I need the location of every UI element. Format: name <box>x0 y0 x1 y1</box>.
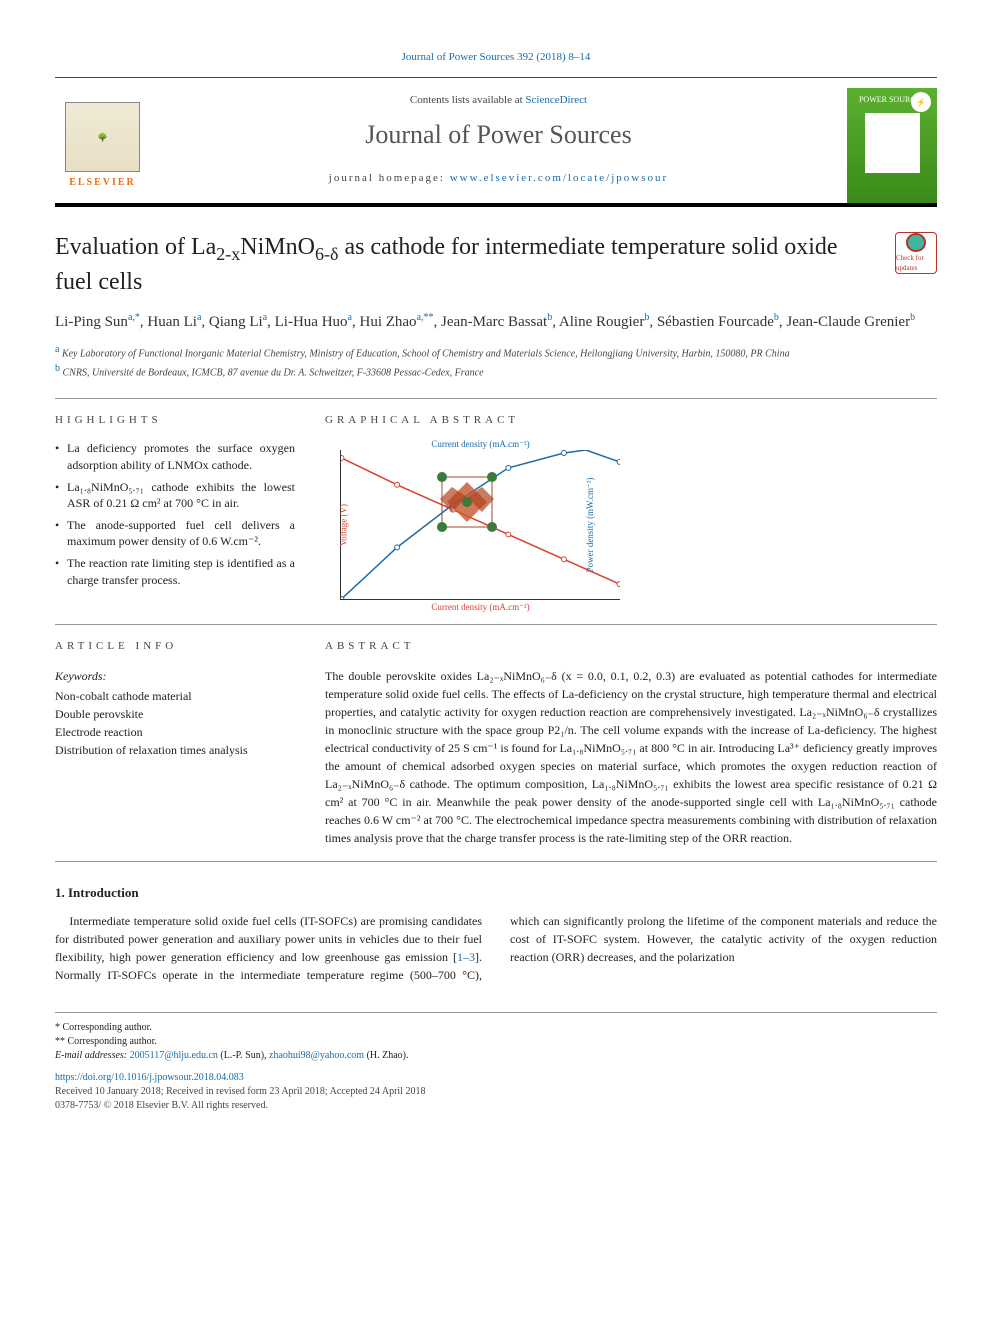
graphical-abstract-figure: Current density (mA.cm⁻²) Current densit… <box>325 440 635 610</box>
highlight-item: La deficiency promotes the surface oxyge… <box>55 440 295 472</box>
author-aff: b <box>774 312 779 323</box>
chart: Current density (mA.cm⁻²) Current densit… <box>340 450 620 600</box>
author: Li-Ping Suna,* <box>55 314 140 330</box>
divider <box>55 861 937 862</box>
journal-name: Journal of Power Sources <box>150 117 847 153</box>
email-link-2[interactable]: zhaohui98@yahoo.com <box>269 1050 364 1061</box>
highlight-item: The reaction rate limiting step is ident… <box>55 555 295 587</box>
chart-top-axis-label: Current density (mA.cm⁻²) <box>431 438 529 451</box>
check-updates-badge[interactable]: Check for updates <box>895 232 937 274</box>
keyword: Distribution of relaxation times analysi… <box>55 741 295 759</box>
author: Huan Lia <box>147 314 201 330</box>
intro-para2-pre: efficiency and low greenhouse gas emissi… <box>227 950 457 964</box>
copyright: 0378-7753/ © 2018 Elsevier B.V. All righ… <box>55 1099 937 1113</box>
chart-bottom-axis-label: Current density (mA.cm⁻²) <box>431 601 529 614</box>
affiliation-a: Key Laboratory of Functional Inorganic M… <box>62 349 790 360</box>
keywords-label: Keywords: <box>55 667 295 685</box>
contents-line: Contents lists available at ScienceDirec… <box>150 93 847 108</box>
email-link-1[interactable]: 2005117@hlju.edu.cn <box>130 1050 218 1061</box>
keywords-block: Keywords: Non-cobalt cathode materialDou… <box>55 667 295 759</box>
divider <box>55 624 937 625</box>
abstract-label: ABSTRACT <box>325 639 937 654</box>
crystal-structure-icon <box>432 467 502 537</box>
email-name-2: (H. Zhao). <box>364 1050 408 1061</box>
highlight-item: The anode-supported fuel cell delivers a… <box>55 517 295 549</box>
aff-marker-b: b <box>55 363 60 374</box>
author: Aline Rougierb <box>559 314 649 330</box>
author: Qiang Lia <box>209 314 267 330</box>
author: Li-Hua Huoa <box>275 314 352 330</box>
doi-link[interactable]: https://doi.org/10.1016/j.jpowsour.2018.… <box>55 1071 937 1085</box>
abstract-text: The double perovskite oxides La₂₋ₓNiMnO₆… <box>325 667 937 847</box>
author-aff: b <box>644 312 649 323</box>
author: Sébastien Fourcadeb <box>657 314 779 330</box>
sciencedirect-link[interactable]: ScienceDirect <box>525 94 587 106</box>
title-sub2: 6-δ <box>315 244 338 264</box>
homepage-line: journal homepage: www.elsevier.com/locat… <box>150 171 847 186</box>
title-sub1: 2-x <box>216 244 240 264</box>
author-aff: a,** <box>417 312 434 323</box>
highlight-item: La₁.₈NiMnO₅.₇₁ cathode exhibits the lowe… <box>55 479 295 511</box>
citation-header: Journal of Power Sources 392 (2018) 8–14 <box>55 50 937 65</box>
author-aff: a <box>197 312 201 323</box>
elsevier-tree-icon: 🌳 <box>65 102 140 172</box>
title-pre: Evaluation of La <box>55 234 216 260</box>
footer: * Corresponding author. ** Corresponding… <box>55 1012 937 1113</box>
cover-badge-icon: ⚡ <box>911 92 931 112</box>
email-label: E-mail addresses: <box>55 1050 130 1061</box>
graphical-abstract-label: GRAPHICAL ABSTRACT <box>325 413 937 428</box>
author-aff: a,* <box>128 312 140 323</box>
received-dates: Received 10 January 2018; Received in re… <box>55 1085 937 1099</box>
keyword: Non-cobalt cathode material <box>55 687 295 705</box>
intro-heading: 1. Introduction <box>55 884 937 902</box>
highlights-list: La deficiency promotes the surface oxyge… <box>55 440 295 588</box>
email-line: E-mail addresses: 2005117@hlju.edu.cn (L… <box>55 1049 937 1063</box>
intro-text: Intermediate temperature solid oxide fue… <box>55 912 937 984</box>
corresponding-2: ** Corresponding author. <box>55 1035 937 1049</box>
article-info-label: ARTICLE INFO <box>55 639 295 654</box>
authors-list: Li-Ping Suna,*, Huan Lia, Qiang Lia, Li-… <box>55 310 937 334</box>
author-aff: a <box>263 312 267 323</box>
reference-link[interactable]: 1–3 <box>457 950 475 964</box>
affiliations: a Key Laboratory of Functional Inorganic… <box>55 343 937 380</box>
author: Jean-Claude Grenierb <box>786 314 915 330</box>
updates-badge-label: Check for updates <box>896 254 936 274</box>
contents-prefix: Contents lists available at <box>410 94 525 106</box>
divider <box>55 398 937 399</box>
title-mid: NiMnO <box>240 234 315 260</box>
author: Hui Zhaoa,** <box>359 314 433 330</box>
elsevier-logo: 🌳 ELSEVIER <box>55 88 150 198</box>
journal-header: 🌳 ELSEVIER Contents lists available at S… <box>55 77 937 207</box>
updates-badge-icon <box>906 233 926 251</box>
keyword: Double perovskite <box>55 705 295 723</box>
author-aff: a <box>348 312 352 323</box>
homepage-link[interactable]: www.elsevier.com/locate/jpowsour <box>450 172 668 184</box>
journal-cover: ⚡ POWER SOURCES <box>847 88 937 203</box>
author-aff: b <box>547 312 552 323</box>
homepage-prefix: journal homepage: <box>329 172 450 184</box>
author-aff: b <box>910 312 915 323</box>
email-name-1: (L.-P. Sun), <box>218 1050 269 1061</box>
aff-marker-a: a <box>55 344 59 355</box>
corresponding-1: * Corresponding author. <box>55 1021 937 1035</box>
keyword: Electrode reaction <box>55 723 295 741</box>
article-title: Evaluation of La2-xNiMnO6-δ as cathode f… <box>55 232 880 297</box>
highlights-label: HIGHLIGHTS <box>55 413 295 428</box>
elsevier-label: ELSEVIER <box>69 176 136 190</box>
author: Jean-Marc Bassatb <box>441 314 552 330</box>
affiliation-b: CNRS, Université de Bordeaux, ICMCB, 87 … <box>63 367 484 378</box>
cover-image-placeholder <box>865 113 920 173</box>
